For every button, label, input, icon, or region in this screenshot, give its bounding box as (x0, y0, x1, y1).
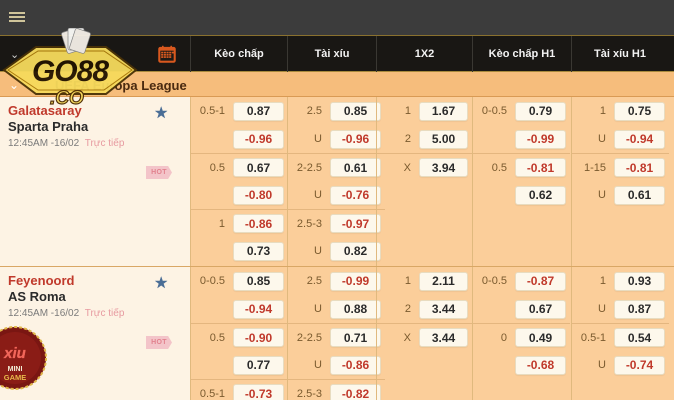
svg-text:xiu: xiu (3, 345, 26, 362)
svg-text:MINI: MINI (8, 366, 23, 373)
svg-text:GO88: GO88 (32, 55, 109, 88)
svg-text:GAME: GAME (4, 373, 27, 382)
